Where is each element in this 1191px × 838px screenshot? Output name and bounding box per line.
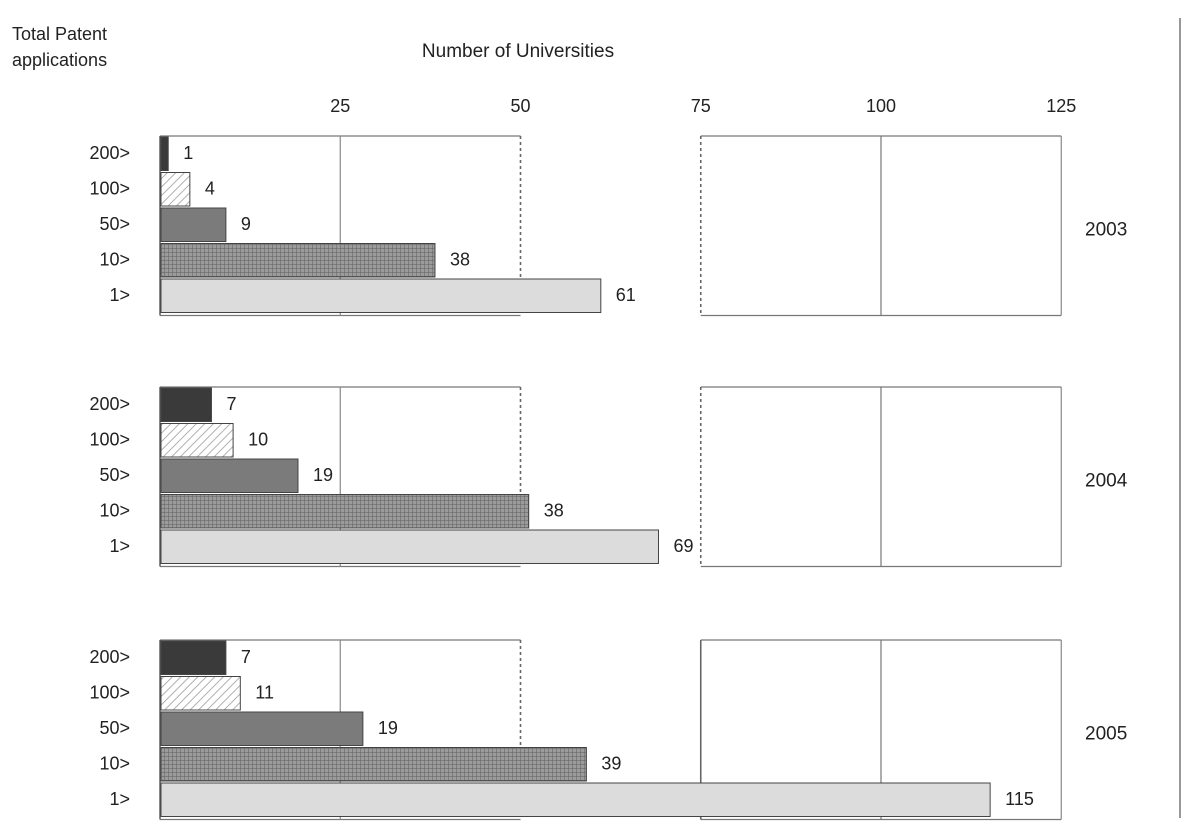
x-tick-label: 100 xyxy=(866,96,896,116)
y-axis-title-line2: applications xyxy=(12,50,107,70)
category-label: 100> xyxy=(89,179,130,199)
category-label: 1> xyxy=(109,285,130,305)
data-label: 38 xyxy=(544,501,564,521)
bar-2004-3 xyxy=(160,494,530,529)
bar-2004-4 xyxy=(160,529,659,564)
x-tick-label: 50 xyxy=(510,96,530,116)
bar-2003-0 xyxy=(160,136,169,171)
bar-2003-1 xyxy=(160,172,191,207)
data-label: 1 xyxy=(183,143,193,163)
bar-2004-1 xyxy=(160,423,234,458)
category-label: 50> xyxy=(99,718,130,738)
data-label: 115 xyxy=(1005,789,1034,809)
panel-2003: 1 200> 4 100> 9 50> 38 10> 61 1> 2003 xyxy=(89,135,1127,317)
year-label: 2003 xyxy=(1085,219,1127,240)
y-axis-title-line1: Total Patent xyxy=(12,24,107,44)
panel-2005: 7 200> 11 100> 19 50> 39 10> 115 1> 2005 xyxy=(89,639,1127,821)
panels: 1 200> 4 100> 9 50> 38 10> 61 1> 2003 7 200> 10 100> 19… xyxy=(89,135,1128,821)
x-tick-label: 75 xyxy=(691,96,711,116)
year-label: 2004 xyxy=(1085,470,1128,491)
data-label: 38 xyxy=(450,250,470,270)
category-label: 10> xyxy=(99,250,130,270)
bar-2005-0 xyxy=(160,640,227,675)
data-label: 61 xyxy=(616,285,636,305)
category-label: 1> xyxy=(109,536,130,556)
category-label: 200> xyxy=(89,394,130,414)
bar-2005-2 xyxy=(160,711,364,746)
bar-2004-2 xyxy=(160,458,299,493)
bar-2004-0 xyxy=(160,387,212,422)
data-label: 7 xyxy=(226,394,236,414)
data-label: 39 xyxy=(601,754,621,774)
category-label: 100> xyxy=(89,683,130,703)
x-axis-title: Number of Universities xyxy=(422,41,614,62)
x-tick-label: 25 xyxy=(330,96,350,116)
bar-2005-4 xyxy=(160,782,991,817)
data-label: 7 xyxy=(241,647,251,667)
data-label: 19 xyxy=(313,465,333,485)
category-label: 10> xyxy=(99,754,130,774)
category-label: 100> xyxy=(89,430,130,450)
bar-2003-3 xyxy=(160,243,436,278)
data-label: 10 xyxy=(248,430,268,450)
category-label: 200> xyxy=(89,647,130,667)
bar-2003-4 xyxy=(160,278,602,313)
category-label: 50> xyxy=(99,214,130,234)
bar-2005-3 xyxy=(160,747,587,782)
x-tick-label: 125 xyxy=(1046,96,1076,116)
category-label: 10> xyxy=(99,501,130,521)
year-label: 2005 xyxy=(1085,723,1127,744)
panel-2004: 7 200> 10 100> 19 50> 38 10> 69 1> 2004 xyxy=(89,386,1128,568)
x-tick-labels: 25 50 75 100 125 xyxy=(330,96,1076,116)
category-label: 200> xyxy=(89,143,130,163)
bar-2003-2 xyxy=(160,207,227,242)
data-label: 9 xyxy=(241,214,251,234)
category-label: 50> xyxy=(99,465,130,485)
data-label: 69 xyxy=(673,536,693,556)
data-label: 4 xyxy=(205,179,215,199)
data-label: 11 xyxy=(255,683,274,703)
data-label: 19 xyxy=(378,718,398,738)
bar-2005-1 xyxy=(160,676,241,711)
category-label: 1> xyxy=(109,789,130,809)
